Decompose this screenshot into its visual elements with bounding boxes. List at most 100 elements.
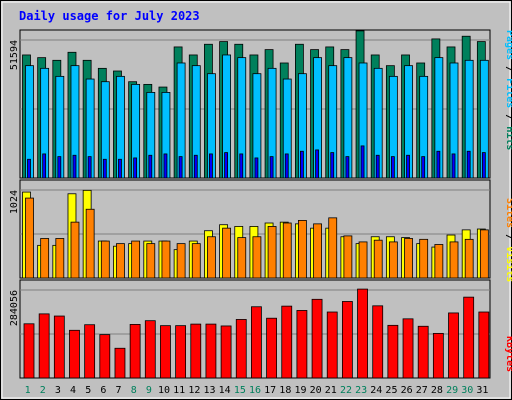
bar-kbytes-day-1 bbox=[23, 323, 35, 379]
bar-sites-day-15 bbox=[237, 237, 247, 279]
panel-sites-visits-axis-legend: Sites / Visits bbox=[504, 198, 512, 282]
bar-sites-day-23 bbox=[358, 241, 368, 279]
panel-sites-visits-max-label: 1024 bbox=[9, 190, 20, 214]
legend-files: Files bbox=[504, 78, 512, 108]
bar-pages-day-17 bbox=[269, 156, 274, 179]
bar-sites-day-12 bbox=[191, 243, 201, 279]
day-label-30: 30 bbox=[461, 385, 473, 396]
bar-kbytes-day-31 bbox=[478, 311, 490, 379]
bar-sites-day-18 bbox=[282, 222, 292, 279]
bar-sites-day-7 bbox=[116, 243, 125, 279]
day-label-9: 9 bbox=[146, 385, 152, 396]
bar-pages-day-7 bbox=[118, 158, 122, 179]
day-label-6: 6 bbox=[100, 385, 106, 396]
bar-pages-day-6 bbox=[102, 158, 107, 179]
bar-pages-day-30 bbox=[466, 150, 471, 179]
day-label-5: 5 bbox=[85, 385, 91, 396]
bar-pages-day-25 bbox=[390, 156, 395, 179]
bar-kbytes-day-29 bbox=[448, 312, 459, 379]
legend-kbytes: KBytes bbox=[504, 336, 512, 372]
bar-sites-day-9 bbox=[146, 243, 156, 279]
day-label-2: 2 bbox=[40, 385, 46, 396]
bar-kbytes-day-4 bbox=[69, 329, 80, 379]
bar-sites-day-26 bbox=[404, 238, 413, 279]
bar-pages-day-3 bbox=[57, 156, 62, 179]
bar-pages-day-9 bbox=[148, 154, 153, 179]
bar-sites-day-22 bbox=[343, 235, 353, 279]
bar-pages-day-26 bbox=[406, 154, 410, 179]
bar-sites-day-24 bbox=[373, 239, 383, 279]
bar-pages-day-15 bbox=[239, 153, 244, 179]
bar-kbytes-day-3 bbox=[53, 315, 65, 379]
legend-hits: Hits bbox=[504, 126, 512, 150]
day-label-24: 24 bbox=[370, 385, 382, 396]
day-label-14: 14 bbox=[219, 385, 231, 396]
bar-pages-day-5 bbox=[87, 156, 92, 179]
bar-pages-day-24 bbox=[375, 154, 380, 179]
bar-kbytes-day-10 bbox=[160, 325, 171, 379]
day-label-25: 25 bbox=[385, 385, 397, 396]
day-label-21: 21 bbox=[325, 385, 337, 396]
panel-pages-files-hits-axis-legend: Pages / Files / Hits bbox=[504, 30, 512, 150]
bar-sites-day-10 bbox=[161, 240, 171, 279]
bar-kbytes-day-27 bbox=[417, 325, 429, 379]
bar-kbytes-day-5 bbox=[84, 324, 96, 379]
bar-sites-day-1 bbox=[25, 197, 34, 279]
day-label-29: 29 bbox=[446, 385, 458, 396]
bar-sites-day-19 bbox=[298, 220, 307, 279]
bar-kbytes-day-30 bbox=[463, 296, 475, 379]
bar-kbytes-day-23 bbox=[357, 288, 368, 379]
bar-kbytes-day-28 bbox=[432, 332, 444, 379]
bar-pages-day-10 bbox=[163, 153, 168, 179]
chart-title: Daily usage for July 2023 bbox=[19, 9, 200, 23]
bar-pages-day-19 bbox=[300, 150, 304, 179]
bar-pages-day-1 bbox=[27, 158, 31, 179]
bar-sites-day-20 bbox=[313, 223, 322, 279]
legend-pages: Pages bbox=[504, 30, 512, 60]
bar-sites-day-27 bbox=[419, 238, 429, 279]
bar-sites-day-5 bbox=[85, 208, 95, 279]
day-label-19: 19 bbox=[294, 385, 306, 396]
day-label-11: 11 bbox=[173, 385, 185, 396]
bar-kbytes-day-22 bbox=[341, 301, 353, 379]
bar-pages-day-13 bbox=[209, 153, 213, 179]
bar-pages-day-2 bbox=[42, 153, 47, 179]
bar-pages-day-21 bbox=[330, 152, 335, 179]
bar-kbytes-day-6 bbox=[99, 334, 111, 379]
bar-pages-day-23 bbox=[360, 145, 365, 179]
bar-kbytes-day-24 bbox=[372, 305, 384, 379]
bar-kbytes-day-12 bbox=[190, 323, 202, 379]
bar-sites-day-29 bbox=[449, 241, 459, 279]
day-label-27: 27 bbox=[416, 385, 428, 396]
day-label-23: 23 bbox=[355, 385, 367, 396]
bar-sites-day-17 bbox=[267, 226, 277, 279]
bar-pages-day-22 bbox=[345, 156, 350, 179]
day-labels: 1 2 3 4 5 6 7 8 9 10 11 12 13 14 15 16 17 18 19 20 21 22 23 24 2… bbox=[25, 385, 489, 396]
bar-sites-day-28 bbox=[434, 244, 444, 279]
day-label-31: 31 bbox=[476, 385, 488, 396]
day-label-1: 1 bbox=[25, 385, 31, 396]
bar-sites-day-6 bbox=[100, 240, 110, 279]
bar-pages-day-16 bbox=[254, 157, 259, 179]
day-label-17: 17 bbox=[264, 385, 276, 396]
day-label-7: 7 bbox=[116, 385, 122, 396]
bar-sites-day-30 bbox=[464, 238, 474, 279]
bar-pages-day-27 bbox=[421, 156, 426, 179]
legend-visits: Visits bbox=[504, 246, 512, 282]
bar-sites-day-13 bbox=[207, 236, 216, 279]
bar-kbytes-day-16 bbox=[251, 306, 262, 379]
bar-pages-day-8 bbox=[133, 157, 138, 179]
day-label-10: 10 bbox=[158, 385, 170, 396]
bar-sites-day-2 bbox=[40, 238, 50, 279]
bar-sites-day-21 bbox=[328, 217, 338, 279]
day-label-13: 13 bbox=[203, 385, 215, 396]
bar-sites-day-11 bbox=[176, 243, 186, 279]
bar-kbytes-day-13 bbox=[205, 323, 217, 379]
bar-kbytes-day-19 bbox=[296, 310, 308, 379]
bar-pages-day-4 bbox=[72, 154, 77, 179]
day-label-4: 4 bbox=[70, 385, 76, 396]
day-label-18: 18 bbox=[279, 385, 291, 396]
day-label-26: 26 bbox=[401, 385, 413, 396]
bar-kbytes-day-25 bbox=[387, 324, 399, 379]
